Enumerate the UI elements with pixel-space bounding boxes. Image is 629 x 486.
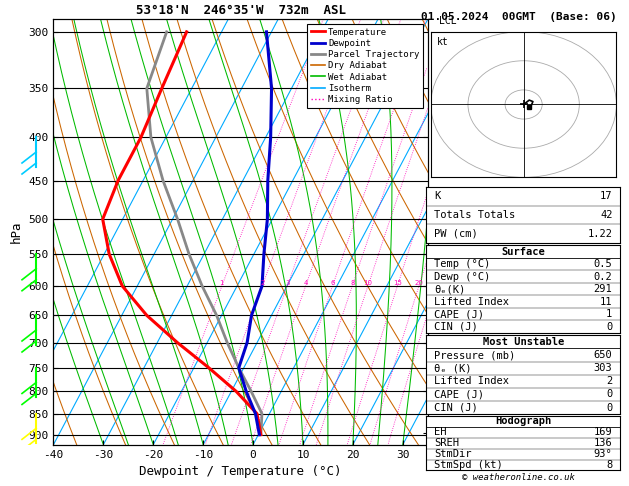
Text: kt: kt bbox=[437, 37, 448, 48]
Text: StmSpd (kt): StmSpd (kt) bbox=[434, 460, 503, 470]
Text: 20: 20 bbox=[415, 280, 423, 286]
Text: 0: 0 bbox=[606, 389, 613, 399]
Y-axis label: hPa: hPa bbox=[10, 221, 23, 243]
Text: 93°: 93° bbox=[594, 449, 613, 459]
Text: 291: 291 bbox=[594, 284, 613, 294]
Text: 10: 10 bbox=[364, 280, 372, 286]
Text: Surface: Surface bbox=[501, 247, 545, 257]
Text: © weatheronline.co.uk: © weatheronline.co.uk bbox=[462, 473, 576, 482]
Text: 0.2: 0.2 bbox=[594, 272, 613, 282]
Text: 42: 42 bbox=[600, 210, 613, 220]
Text: 4: 4 bbox=[304, 280, 308, 286]
Text: 8: 8 bbox=[606, 460, 613, 470]
Text: 3: 3 bbox=[285, 280, 289, 286]
Text: 303: 303 bbox=[594, 363, 613, 373]
Text: 136: 136 bbox=[594, 438, 613, 448]
Y-axis label: km
ASL: km ASL bbox=[457, 221, 477, 243]
Text: CIN (J): CIN (J) bbox=[434, 322, 478, 331]
Text: K: K bbox=[434, 191, 440, 201]
Text: 11: 11 bbox=[600, 296, 613, 307]
Text: PW (cm): PW (cm) bbox=[434, 229, 478, 239]
Text: θₑ (K): θₑ (K) bbox=[434, 363, 472, 373]
X-axis label: Dewpoint / Temperature (°C): Dewpoint / Temperature (°C) bbox=[140, 465, 342, 478]
Text: StmDir: StmDir bbox=[434, 449, 472, 459]
Text: Temp (°C): Temp (°C) bbox=[434, 259, 491, 269]
Text: Totals Totals: Totals Totals bbox=[434, 210, 515, 220]
Text: EH: EH bbox=[434, 427, 447, 437]
Text: 2: 2 bbox=[260, 280, 265, 286]
Text: SREH: SREH bbox=[434, 438, 459, 448]
Text: Pressure (mb): Pressure (mb) bbox=[434, 350, 515, 360]
Text: Dewp (°C): Dewp (°C) bbox=[434, 272, 491, 282]
Text: 0.5: 0.5 bbox=[594, 259, 613, 269]
Title: 53°18'N  246°35'W  732m  ASL: 53°18'N 246°35'W 732m ASL bbox=[136, 4, 345, 17]
Text: 1: 1 bbox=[220, 280, 224, 286]
Text: 17: 17 bbox=[600, 191, 613, 201]
Text: 0: 0 bbox=[606, 402, 613, 413]
Legend: Temperature, Dewpoint, Parcel Trajectory, Dry Adiabat, Wet Adiabat, Isotherm, Mi: Temperature, Dewpoint, Parcel Trajectory… bbox=[308, 24, 423, 108]
Text: 2: 2 bbox=[606, 376, 613, 386]
Text: 650: 650 bbox=[594, 350, 613, 360]
Text: Lifted Index: Lifted Index bbox=[434, 296, 509, 307]
Text: θₑ(K): θₑ(K) bbox=[434, 284, 465, 294]
Text: LCL: LCL bbox=[439, 17, 457, 26]
Text: CIN (J): CIN (J) bbox=[434, 402, 478, 413]
Text: 0: 0 bbox=[606, 322, 613, 331]
Text: CAPE (J): CAPE (J) bbox=[434, 389, 484, 399]
Text: 1: 1 bbox=[606, 309, 613, 319]
Text: Hodograph: Hodograph bbox=[495, 417, 552, 426]
Text: CAPE (J): CAPE (J) bbox=[434, 309, 484, 319]
Text: 6: 6 bbox=[330, 280, 335, 286]
Text: Lifted Index: Lifted Index bbox=[434, 376, 509, 386]
Text: 169: 169 bbox=[594, 427, 613, 437]
Text: 01.05.2024  00GMT  (Base: 06): 01.05.2024 00GMT (Base: 06) bbox=[421, 12, 617, 22]
Text: Most Unstable: Most Unstable bbox=[482, 337, 564, 347]
Text: 8: 8 bbox=[350, 280, 355, 286]
Text: 15: 15 bbox=[393, 280, 402, 286]
Text: 1.22: 1.22 bbox=[587, 229, 613, 239]
